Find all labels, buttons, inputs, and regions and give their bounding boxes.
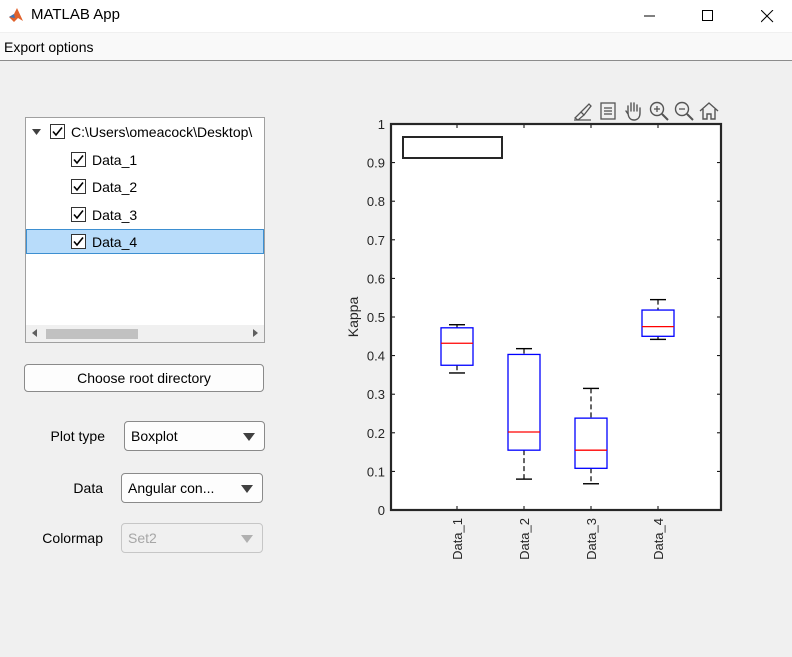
y-tick-label: 0.2	[367, 426, 385, 441]
data-tips-icon[interactable]	[597, 100, 619, 122]
y-tick-label: 0.3	[367, 387, 385, 402]
expand-arrow-icon[interactable]	[32, 127, 42, 137]
close-button[interactable]	[744, 0, 790, 32]
menu-bar: Export options	[0, 33, 792, 61]
zoom-in-icon[interactable]	[648, 100, 670, 122]
minimize-icon	[644, 15, 655, 17]
data-dropdown[interactable]: Angular con...	[121, 473, 263, 503]
maximize-button[interactable]	[685, 0, 731, 32]
tree-item-checkbox[interactable]	[71, 234, 86, 249]
y-tick-label: 0	[378, 503, 385, 518]
x-tick-label: Data_4	[651, 518, 666, 560]
y-tick-label: 0.5	[367, 310, 385, 325]
x-tick-label: Data_2	[517, 518, 532, 560]
tree-item-checkbox[interactable]	[71, 152, 86, 167]
chevron-down-icon	[241, 485, 253, 493]
axes-background[interactable]	[391, 124, 721, 510]
file-tree[interactable]: C:\Users\omeacock\Desktop\ Data_1 Data_2…	[25, 117, 265, 343]
y-tick-label: 0.7	[367, 233, 385, 248]
horizontal-scrollbar[interactable]	[26, 325, 264, 342]
plot-type-value: Boxplot	[131, 428, 178, 444]
y-tick-label: 1	[378, 117, 385, 132]
x-tick-label: Data_1	[450, 518, 465, 560]
tree-item-checkbox[interactable]	[71, 207, 86, 222]
checkmark-icon	[73, 182, 84, 192]
chevron-down-icon	[243, 433, 255, 441]
y-tick-label: 0.4	[367, 349, 385, 364]
tree-item-data-1[interactable]: Data_1	[71, 147, 137, 172]
chevron-down-icon	[241, 535, 253, 543]
colormap-dropdown: Set2	[121, 523, 263, 553]
colormap-value: Set2	[128, 530, 157, 546]
home-icon[interactable]	[698, 100, 720, 122]
scroll-right-icon[interactable]	[253, 329, 258, 337]
window-title: MATLAB App	[31, 6, 120, 23]
plot-type-label: Plot type	[50, 428, 105, 444]
y-tick-label: 0.9	[367, 156, 385, 171]
close-icon	[760, 9, 773, 22]
tree-item-data-2[interactable]: Data_2	[71, 174, 137, 199]
data-label: Data	[73, 480, 103, 496]
y-axis-label: Kappa	[345, 297, 361, 338]
tree-item-label: Data_3	[92, 206, 138, 223]
boxplot-chart[interactable]: 0 0.1 0.2 0.3 0.4 0.5 0.6 0.7 0.8 0.9 1 Data_1 Data_…	[330, 110, 740, 580]
brush-icon[interactable]	[572, 100, 594, 122]
tree-item-label: Data_2	[92, 178, 138, 195]
tree-item-checkbox[interactable]	[71, 179, 86, 194]
zoom-out-icon[interactable]	[673, 100, 695, 122]
box[interactable]	[641, 309, 675, 337]
tree-item-label: Data_1	[92, 151, 138, 168]
scrollbar-thumb[interactable]	[46, 329, 138, 339]
tree-item-data-4[interactable]: Data_4	[26, 229, 264, 254]
legend-box[interactable]	[402, 136, 503, 159]
checkmark-icon	[73, 237, 84, 247]
checkmark-icon	[73, 210, 84, 220]
minimize-button[interactable]	[627, 0, 673, 32]
x-tick-label: Data_3	[584, 518, 599, 560]
maximize-icon	[702, 10, 713, 21]
tree-root-checkbox[interactable]	[50, 124, 65, 139]
tree-root-label: C:\Users\omeacock\Desktop\	[71, 123, 253, 140]
plot-type-dropdown[interactable]: Boxplot	[124, 421, 265, 451]
tree-item-label: Data_4	[92, 233, 138, 250]
pan-icon[interactable]	[622, 100, 644, 122]
box[interactable]	[574, 417, 608, 469]
tree-root-node[interactable]: C:\Users\omeacock\Desktop\	[32, 119, 252, 144]
title-bar: MATLAB App	[0, 0, 792, 32]
axes-toolbar	[572, 100, 722, 122]
y-tick-label: 0.8	[367, 194, 385, 209]
data-value: Angular con...	[128, 480, 215, 496]
tree-item-data-3[interactable]: Data_3	[71, 202, 137, 227]
box[interactable]	[440, 327, 474, 366]
checkmark-icon	[52, 127, 63, 137]
y-tick-label: 0.6	[367, 271, 385, 286]
checkmark-icon	[73, 155, 84, 165]
axes-frame	[389, 122, 723, 512]
choose-root-directory-button[interactable]: Choose root directory	[24, 364, 264, 392]
menu-export-options[interactable]: Export options	[4, 39, 94, 55]
colormap-label: Colormap	[42, 530, 103, 546]
scroll-left-icon[interactable]	[32, 329, 37, 337]
box[interactable]	[507, 353, 541, 451]
matlab-logo-icon	[9, 8, 23, 22]
y-tick-label: 0.1	[367, 464, 385, 479]
